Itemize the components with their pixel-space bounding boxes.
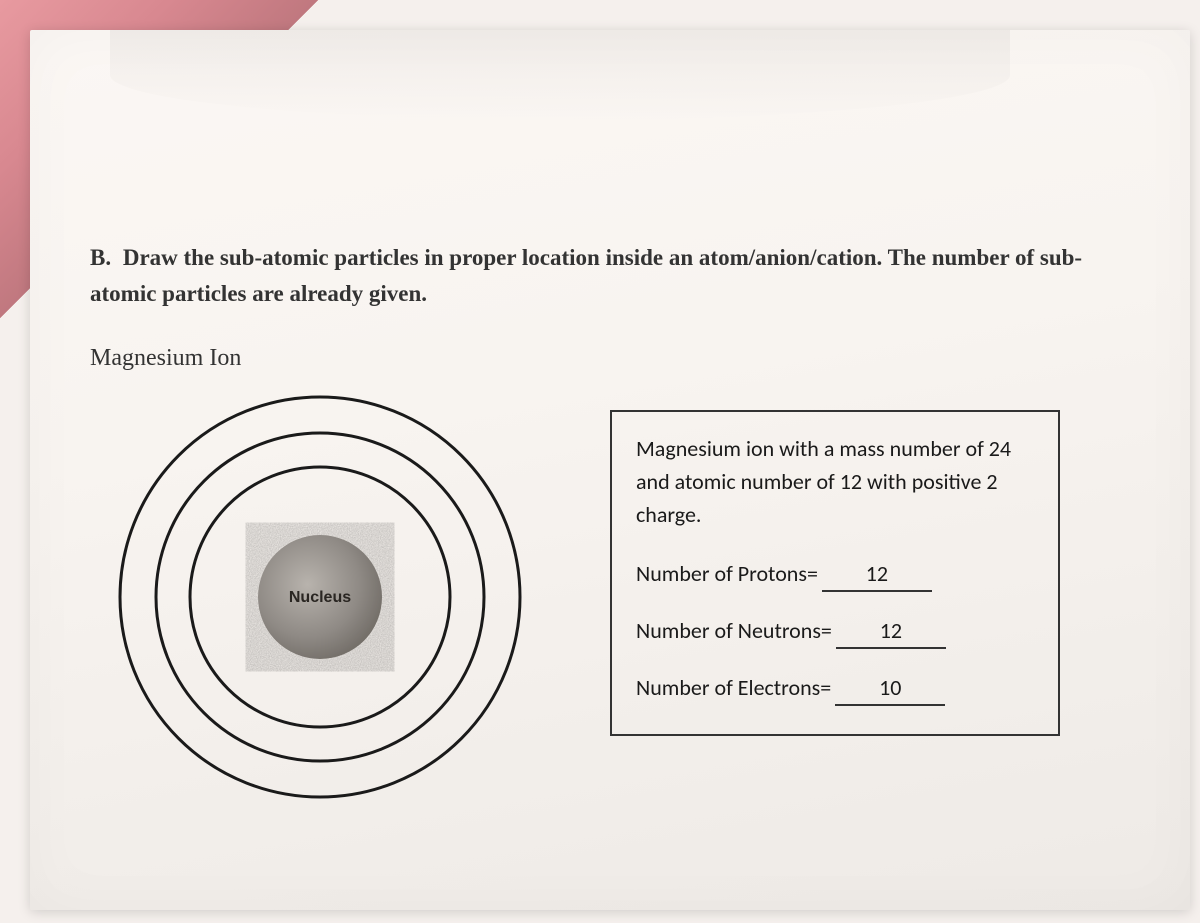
paper-curl	[110, 30, 1010, 120]
field-neutrons: Number of Neutrons= 12	[636, 614, 1034, 649]
field-protons: Number of Protons= 12	[636, 557, 1034, 592]
paper-sheet: B. Draw the sub-atomic particles in prop…	[30, 30, 1190, 910]
worksheet-content: B. Draw the sub-atomic particles in prop…	[30, 30, 1190, 852]
proton-value[interactable]: 12	[822, 557, 932, 592]
electron-value[interactable]: 10	[835, 671, 945, 706]
neutron-label: Number of Neutrons=	[636, 614, 832, 647]
proton-label: Number of Protons=	[636, 557, 818, 590]
instruction-text: B. Draw the sub-atomic particles in prop…	[90, 240, 1110, 311]
electron-label: Number of Electrons=	[636, 671, 831, 704]
neutron-value[interactable]: 12	[836, 614, 946, 649]
section-label: B.	[90, 245, 111, 270]
columns: Nucleus Magnesium ion with a mass number…	[90, 382, 1110, 812]
info-column: Magnesium ion with a mass number of 24 a…	[610, 382, 1110, 736]
ion-description: Magnesium ion with a mass number of 24 a…	[636, 432, 1034, 531]
atom-diagram: Nucleus	[105, 382, 535, 812]
info-box: Magnesium ion with a mass number of 24 a…	[610, 410, 1060, 736]
element-heading: Magnesium Ion	[90, 345, 1110, 372]
atom-column: Nucleus	[90, 382, 550, 812]
nucleus-label: Nucleus	[289, 589, 351, 606]
field-electrons: Number of Electrons= 10	[636, 671, 1034, 706]
instruction-body: Draw the sub-atomic particles in proper …	[90, 245, 1082, 306]
